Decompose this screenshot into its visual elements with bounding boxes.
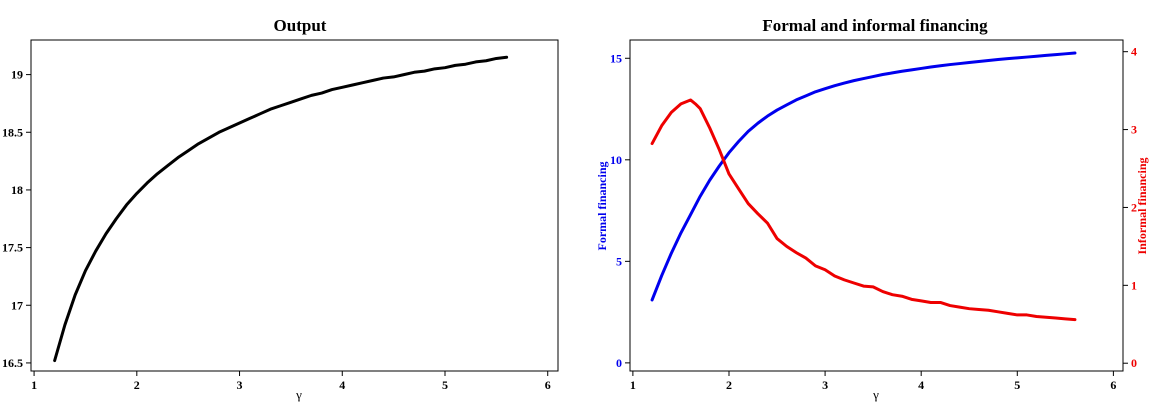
financing-plot-frame xyxy=(629,39,1124,372)
informal-y-axis: 0 1 2 3 4 xyxy=(1123,45,1137,370)
financing-x-axis: 1 2 3 4 5 6 xyxy=(630,371,1116,392)
financing-x-tick-label: 1 xyxy=(630,378,636,392)
output-plot-frame xyxy=(30,39,559,372)
output-y-tick-label: 17.5 xyxy=(2,241,23,255)
output-x-tick-label: 5 xyxy=(442,378,448,392)
output-x-axis: 1 2 3 4 5 6 xyxy=(31,371,551,392)
formal-y-tick-label: 15 xyxy=(610,51,622,65)
financing-x-tick-label: 3 xyxy=(822,378,828,392)
output-x-tick-label: 1 xyxy=(31,378,37,392)
financing-x-tick-label: 5 xyxy=(1014,378,1020,392)
informal-y-tick-label: 3 xyxy=(1131,123,1137,137)
informal-y-tick-label: 0 xyxy=(1131,356,1137,370)
output-x-tick-label: 3 xyxy=(237,378,243,392)
formal-y-axis-label: Formal financing xyxy=(595,162,609,251)
financing-x-tick-label: 2 xyxy=(726,378,732,392)
output-x-tick-label: 4 xyxy=(339,378,345,392)
output-x-tick-label: 6 xyxy=(545,378,551,392)
output-panel: Output 1 2 3 4 5 6 16.5 17 17.5 18 18.5 19 γ xyxy=(2,16,559,402)
output-y-tick-label: 18 xyxy=(11,183,23,197)
informal-y-tick-label: 1 xyxy=(1131,278,1137,292)
output-x-tick-label: 2 xyxy=(134,378,140,392)
informal-y-tick-label: 2 xyxy=(1131,200,1137,214)
informal-y-tick-label: 4 xyxy=(1131,45,1137,59)
financing-x-axis-label: γ xyxy=(872,387,879,402)
financing-chart-title: Formal and informal financing xyxy=(762,16,988,35)
informal-financing-line xyxy=(650,98,1077,322)
formal-financing-line xyxy=(650,51,1077,302)
formal-y-tick-label: 5 xyxy=(616,254,622,268)
output-y-tick-label: 18.5 xyxy=(2,125,23,139)
financing-x-tick-label: 4 xyxy=(918,378,924,392)
output-y-tick-label: 17 xyxy=(11,298,23,312)
formal-y-tick-label: 0 xyxy=(616,356,622,370)
output-y-tick-label: 19 xyxy=(11,68,23,82)
financing-x-tick-label: 6 xyxy=(1110,378,1116,392)
output-y-axis: 16.5 17 17.5 18 18.5 19 xyxy=(2,68,31,370)
formal-y-axis: 0 5 10 15 xyxy=(610,51,630,370)
output-y-tick-label: 16.5 xyxy=(2,356,23,370)
output-x-axis-label: γ xyxy=(295,387,302,402)
informal-y-axis-label: Informal financing xyxy=(1135,157,1149,254)
output-series-line xyxy=(53,55,509,363)
output-chart-title: Output xyxy=(274,16,327,35)
formal-y-tick-label: 10 xyxy=(610,153,622,167)
